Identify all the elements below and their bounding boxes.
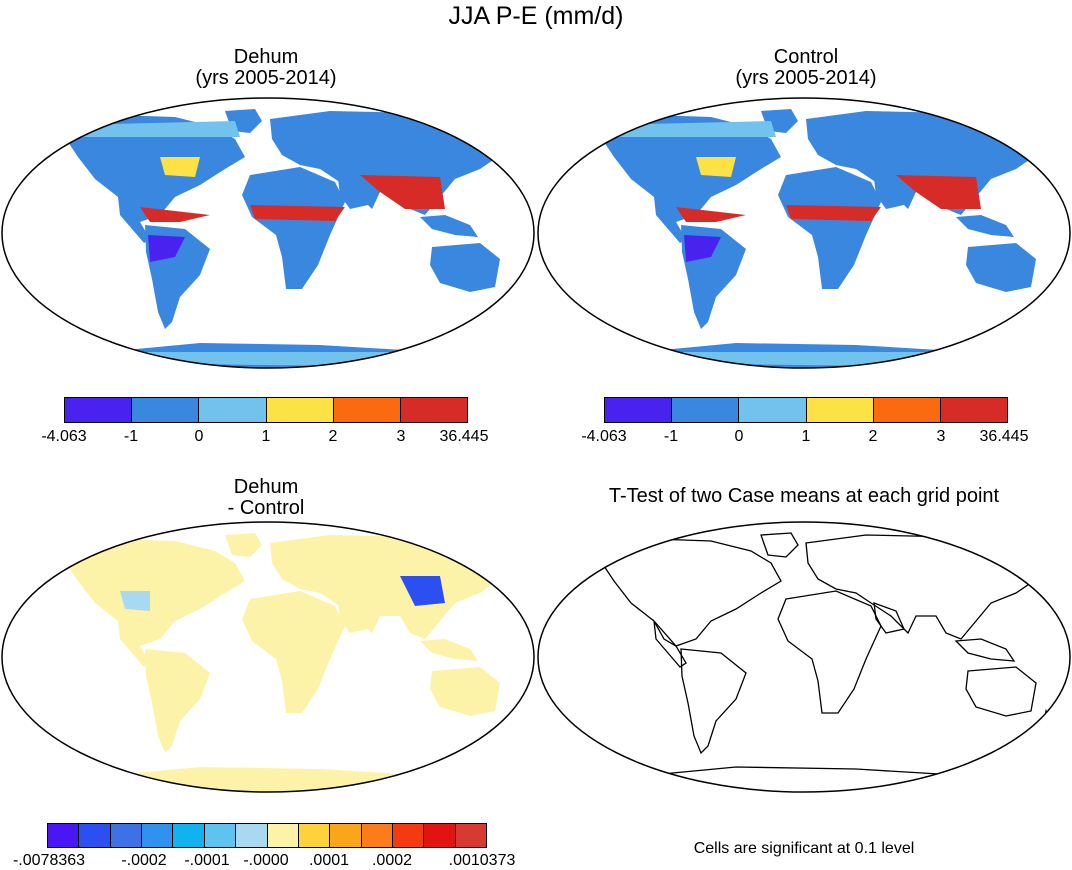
colorbar-label: -.0002: [121, 852, 167, 869]
panel-title-diff-line1: Dehum: [233, 476, 299, 498]
colorbar-box: [266, 398, 334, 422]
colorbar-label: 3: [396, 428, 406, 445]
colorbar-box: [424, 824, 456, 847]
colorbar-label: -1: [663, 428, 679, 445]
colorbar-box: [110, 824, 143, 847]
panel-title-diff: Dehum - Control: [116, 477, 416, 519]
colorbar-box: [806, 398, 874, 422]
colorbar-box: [298, 824, 331, 847]
map-border: [537, 521, 1071, 793]
region-wet-south-asia: [896, 175, 981, 209]
colorbar-box: [392, 824, 425, 847]
map-border: [1, 97, 535, 369]
colorbar-label: 1: [261, 428, 271, 445]
colorbar-label: 2: [328, 428, 338, 445]
colorbar-box: [65, 398, 133, 422]
colorbar-label: -.0000: [243, 852, 289, 869]
region-wet-south-asia: [360, 175, 445, 209]
region-wet-central-america: [676, 207, 746, 222]
region-arctic: [606, 121, 776, 137]
map-control: [537, 97, 1071, 369]
region-wet-sahel: [786, 205, 881, 221]
region-wet-sahel: [250, 205, 345, 221]
panel-title-control-line2: (yrs 2005-2014): [735, 67, 877, 89]
panel-title-dehum-line2: (yrs 2005-2014): [195, 67, 337, 89]
colorbar-label: -1: [123, 428, 139, 445]
colorbar-box: [173, 824, 205, 847]
region-dry-amazon: [148, 235, 185, 262]
region-dry-amazon: [684, 235, 721, 262]
colorbar-label: 3: [936, 428, 946, 445]
region-wet-central-america: [140, 207, 210, 222]
colorbar-label: 36.445: [439, 428, 489, 445]
colorbar-label: -4.063: [581, 428, 627, 445]
panel-title-control-line1: Control: [773, 46, 839, 68]
colorbar-box: [672, 398, 740, 422]
colorbar-label: -.0001: [184, 852, 230, 869]
significance-note: Cells are significant at 0.1 level: [693, 840, 915, 857]
colorbar-box: [204, 824, 237, 847]
colorbar-box: [940, 398, 1008, 422]
colorbar-box: [132, 398, 200, 422]
region-moist-na: [160, 157, 200, 177]
colorbar-label: 36.445: [979, 428, 1029, 445]
colorbar-box: [455, 824, 487, 847]
colorbar-label: 2: [868, 428, 878, 445]
colorbar-label: .0002: [371, 852, 413, 869]
colorbar-label: 0: [194, 428, 204, 445]
colorbar-box: [199, 398, 267, 422]
colorbar-label: 0: [734, 428, 744, 445]
colorbar-control: [604, 397, 1008, 423]
map-ttest: [537, 521, 1071, 793]
region-moist-na: [696, 157, 736, 177]
map-dehum: [1, 97, 535, 369]
colorbar-label: -4.063: [41, 428, 87, 445]
region-arctic: [70, 121, 240, 137]
colorbar-box: [400, 398, 468, 422]
region-diff-east-us: [120, 591, 150, 611]
region-diff-east-china: [400, 576, 445, 606]
colorbar-box: [739, 398, 807, 422]
map-difference: [1, 521, 535, 793]
map-border: [537, 97, 1071, 369]
map-border: [1, 521, 535, 793]
colorbar-box: [142, 824, 174, 847]
colorbar-box: [330, 824, 362, 847]
colorbar-label: .0001: [308, 852, 350, 869]
panel-title-dehum-line1: Dehum: [233, 46, 299, 68]
panel-title-control: Control (yrs 2005-2014): [656, 47, 956, 89]
panel-title-ttest: T-Test of two Case means at each grid po…: [608, 485, 1000, 507]
colorbar-label: .0010373: [448, 852, 516, 869]
figure-title: JJA P-E (mm/d): [448, 2, 624, 30]
panel-title-dehum: Dehum (yrs 2005-2014): [116, 47, 416, 89]
colorbar-box: [267, 824, 299, 847]
colorbar-box: [79, 824, 111, 847]
colorbar-box: [333, 398, 401, 422]
panel-title-diff-line2: - Control: [227, 497, 305, 519]
colorbar-difference: [47, 823, 487, 848]
colorbar-box: [605, 398, 673, 422]
colorbar-box: [236, 824, 268, 847]
colorbar-dehum: [64, 397, 468, 423]
colorbar-label: -.0078363: [12, 852, 86, 869]
colorbar-box: [361, 824, 393, 847]
colorbar-box: [48, 824, 80, 847]
colorbar-box: [873, 398, 941, 422]
colorbar-label: 1: [801, 428, 811, 445]
